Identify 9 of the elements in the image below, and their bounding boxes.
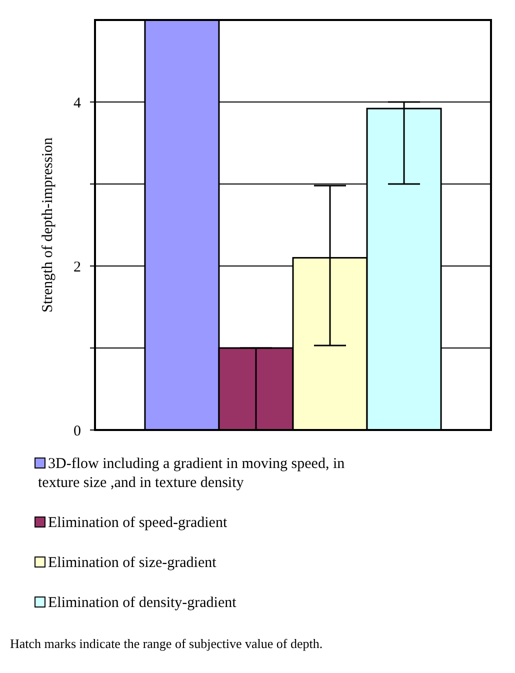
y-tick-label: 2 — [74, 259, 81, 276]
text: Hatch marks indicate the range of subjective value of depth. — [10, 636, 323, 651]
legend-label: Elimination of density-gradient — [48, 595, 238, 611]
legend-label: 3D-flow including a gradient in moving speed, in texture size ,and in texture density — [38, 456, 346, 491]
y-tick-label: 0 — [74, 423, 81, 440]
legend-label: Elimination of size-gradient — [48, 555, 218, 571]
legend-label: Elimination of speed-gradient — [48, 515, 228, 531]
y-axis-title: Strength of depth-impression — [40, 137, 56, 312]
y-tick-label: 4 — [74, 95, 82, 112]
